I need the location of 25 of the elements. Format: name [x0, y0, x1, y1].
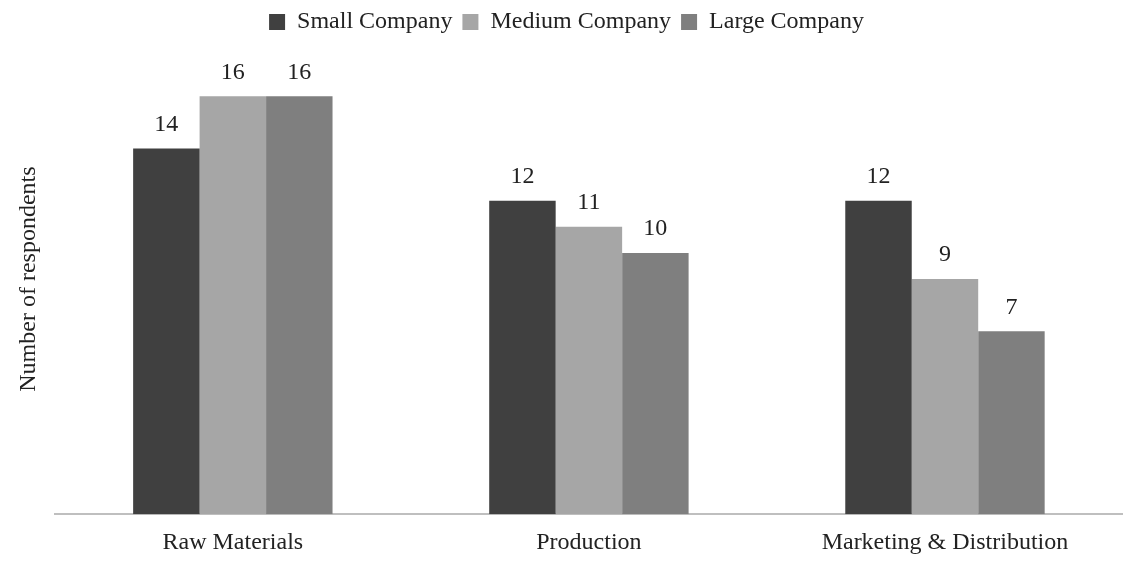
data-label: 16	[287, 57, 312, 84]
data-label: 7	[1005, 292, 1018, 319]
x-tick-label: Production	[536, 527, 642, 554]
x-tick-label: Marketing & Distribution	[821, 527, 1069, 554]
x-tick-label: Raw Materials	[162, 527, 304, 554]
data-label: 12	[866, 162, 891, 189]
legend-label: Medium Company	[490, 7, 672, 34]
data-label: 14	[154, 109, 179, 136]
data-label: 9	[938, 240, 951, 267]
bar	[911, 279, 979, 515]
data-label: 10	[643, 214, 668, 241]
y-axis-title: Number of respondents	[13, 166, 40, 392]
bar	[489, 200, 556, 515]
legend-label: Large Company	[709, 7, 864, 34]
bar	[266, 96, 333, 515]
data-label: 11	[577, 188, 601, 215]
bar	[622, 252, 689, 515]
bar	[845, 200, 912, 515]
bar	[555, 226, 623, 515]
legend-label: Small Company	[297, 7, 453, 34]
bar	[133, 148, 200, 515]
bar	[978, 331, 1045, 515]
bar	[199, 96, 267, 515]
data-label: 16	[220, 57, 245, 84]
data-label: 12	[510, 162, 535, 189]
